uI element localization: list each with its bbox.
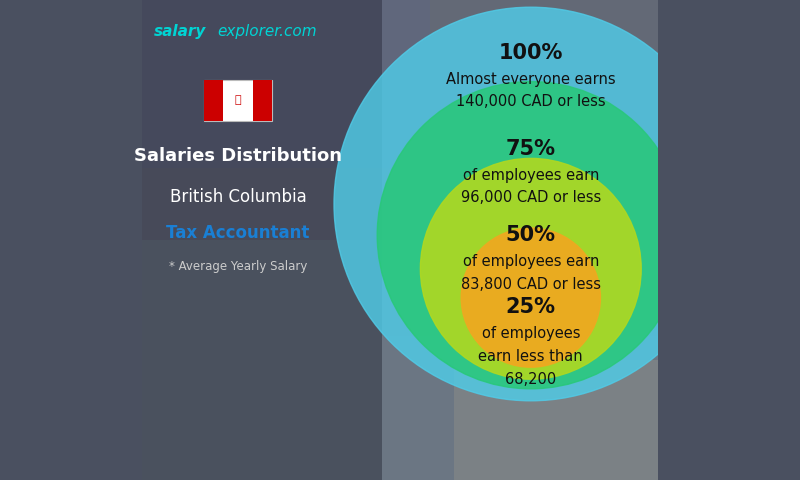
- Text: earn less than: earn less than: [478, 349, 583, 364]
- Circle shape: [421, 158, 641, 379]
- Text: of employees earn: of employees earn: [462, 254, 599, 269]
- Circle shape: [334, 7, 727, 401]
- FancyBboxPatch shape: [142, 0, 430, 168]
- Text: salary: salary: [154, 24, 206, 39]
- FancyBboxPatch shape: [454, 360, 658, 480]
- FancyBboxPatch shape: [142, 0, 382, 480]
- FancyBboxPatch shape: [205, 80, 222, 121]
- Text: British Columbia: British Columbia: [170, 188, 306, 206]
- Text: 🍁: 🍁: [234, 95, 242, 105]
- Text: of employees earn: of employees earn: [462, 168, 599, 183]
- Text: 25%: 25%: [506, 297, 556, 317]
- Text: Salaries Distribution: Salaries Distribution: [134, 147, 342, 165]
- Text: 83,800 CAD or less: 83,800 CAD or less: [461, 277, 601, 292]
- FancyBboxPatch shape: [142, 0, 658, 240]
- Text: 140,000 CAD or less: 140,000 CAD or less: [456, 95, 606, 109]
- FancyBboxPatch shape: [254, 80, 272, 121]
- FancyBboxPatch shape: [142, 0, 658, 480]
- Text: 68,200: 68,200: [505, 372, 557, 387]
- Text: 75%: 75%: [506, 139, 556, 159]
- Text: explorer.com: explorer.com: [218, 24, 318, 39]
- Text: Tax Accountant: Tax Accountant: [166, 224, 310, 242]
- Text: Almost everyone earns: Almost everyone earns: [446, 72, 616, 87]
- FancyBboxPatch shape: [142, 240, 658, 480]
- FancyBboxPatch shape: [205, 80, 272, 121]
- Circle shape: [461, 228, 601, 367]
- Text: of employees: of employees: [482, 326, 580, 341]
- Text: 96,000 CAD or less: 96,000 CAD or less: [461, 191, 601, 205]
- Text: 100%: 100%: [498, 43, 563, 63]
- Circle shape: [377, 82, 685, 389]
- Text: 50%: 50%: [506, 225, 556, 245]
- FancyBboxPatch shape: [382, 336, 658, 480]
- Text: * Average Yearly Salary: * Average Yearly Salary: [169, 260, 307, 273]
